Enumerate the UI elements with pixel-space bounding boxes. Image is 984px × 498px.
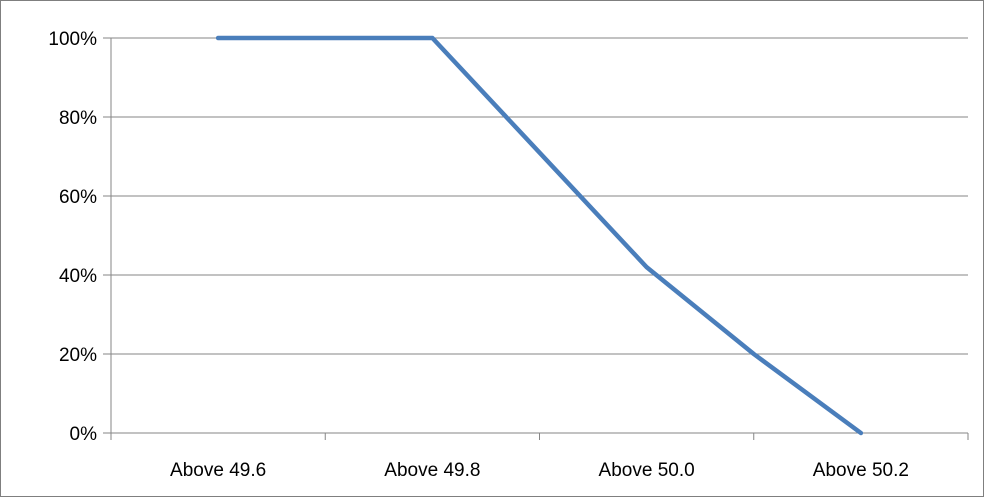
x-tick-label: Above 49.6: [170, 460, 266, 481]
x-tick-label: Above 50.0: [599, 460, 695, 481]
y-tick-label: 40%: [59, 266, 97, 287]
x-tick-label: Above 50.2: [813, 460, 909, 481]
x-tick-label: Above 49.8: [384, 460, 480, 481]
tick-labels: 0% 20% 40% 60% 80% 100% Above 49.6 Above 49.8 Ab…: [48, 29, 909, 481]
y-tick-label: 60%: [59, 187, 97, 208]
y-tick-label: 100%: [48, 29, 97, 50]
y-tick-label: 20%: [59, 345, 97, 366]
series-layer: [215, 35, 864, 436]
y-tick-label: 0%: [70, 424, 98, 445]
y-tick-label: 80%: [59, 108, 97, 129]
axes: [103, 37, 969, 440]
series-line: [215, 35, 864, 436]
gridlines: [111, 37, 968, 355]
